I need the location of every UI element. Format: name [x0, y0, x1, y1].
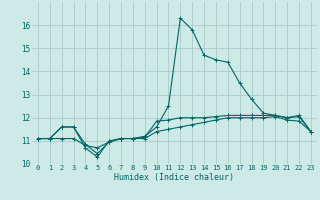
X-axis label: Humidex (Indice chaleur): Humidex (Indice chaleur) [115, 173, 234, 182]
